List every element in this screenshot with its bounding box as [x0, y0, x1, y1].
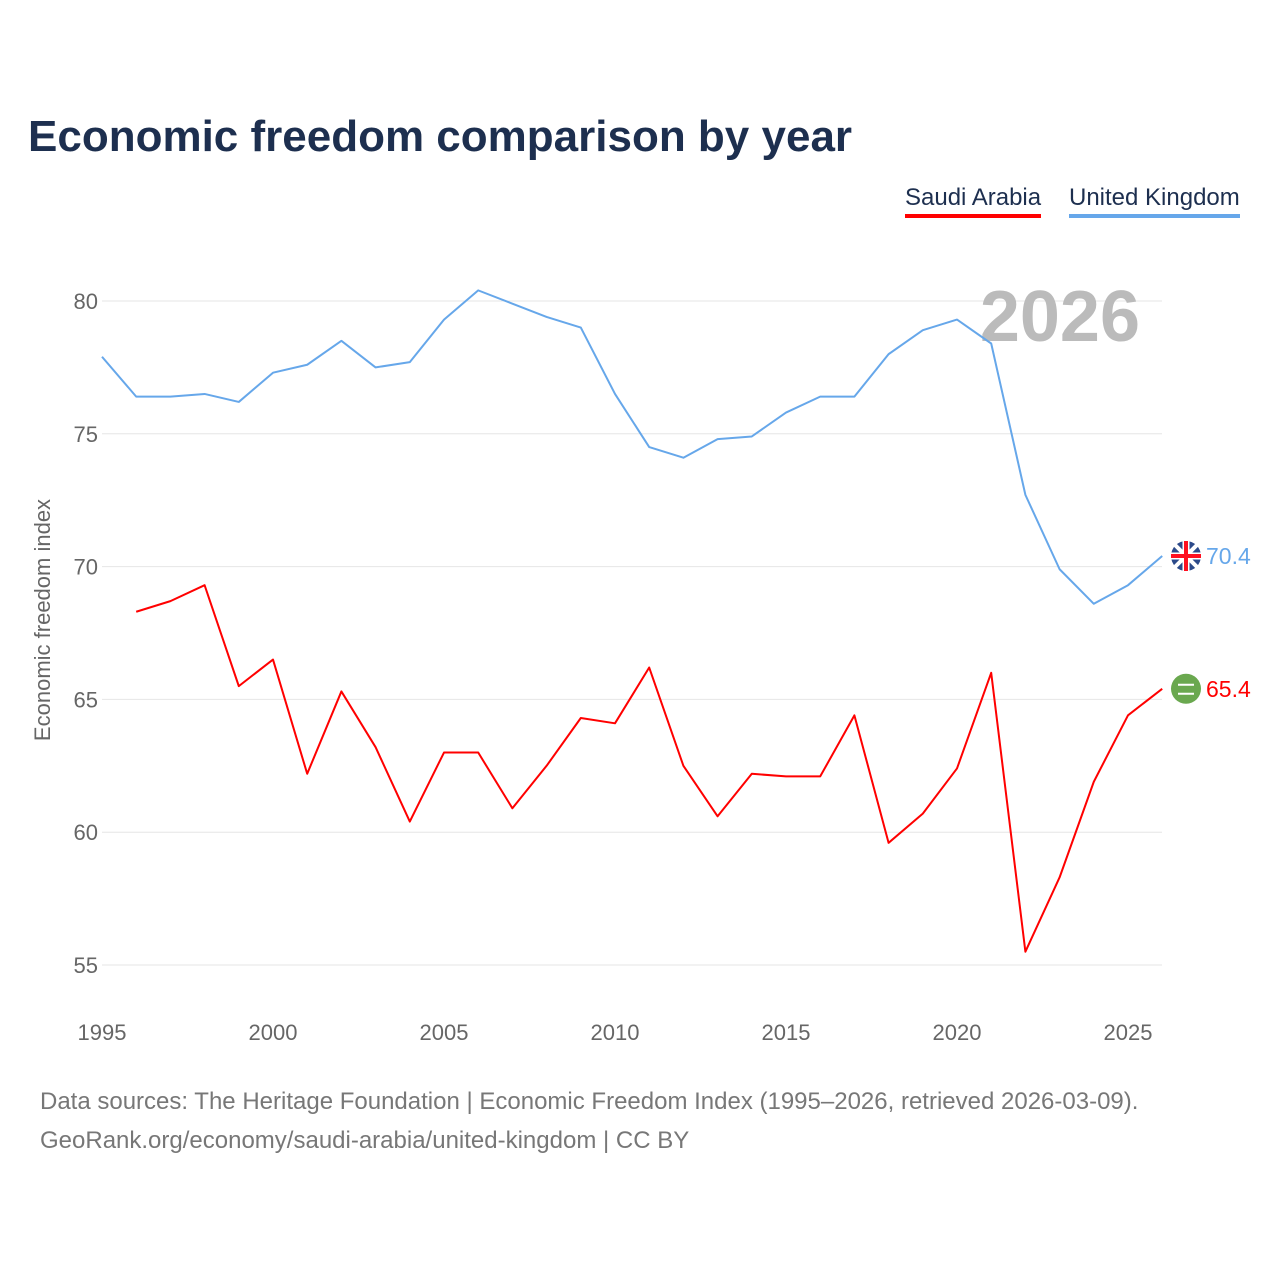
footer-attribution: GeoRank.org/economy/saudi-arabia/united-…: [40, 1127, 690, 1154]
footer-sources: Data sources: The Heritage Foundation | …: [40, 1088, 1139, 1115]
y-tick-label: 65: [74, 687, 98, 712]
legend-united-kingdom[interactable]: United Kingdom: [1069, 184, 1240, 218]
x-tick-label: 1995: [78, 1020, 127, 1045]
y-tick-label: 70: [74, 555, 98, 580]
x-tick-label: 2020: [933, 1020, 982, 1045]
x-tick-label: 2010: [591, 1020, 640, 1045]
uk-flag-cross-red: [1171, 540, 1201, 571]
end-value-label: 65.4: [1206, 676, 1251, 702]
y-axis-label: Economic freedom index: [30, 499, 55, 741]
saudi-arabia-flag-icon: [1171, 673, 1201, 704]
year-watermark: 2026: [980, 277, 1140, 357]
y-tick-label: 75: [74, 422, 98, 447]
x-tick-label: 2025: [1104, 1020, 1153, 1045]
end-value-label: 70.4: [1206, 543, 1251, 569]
saudi-flag-emblem: [1178, 683, 1194, 695]
chart-title: Economic freedom comparison by year: [28, 112, 853, 161]
x-tick-label: 2000: [249, 1020, 298, 1045]
series-line-united-kingdom: [101, 289, 1163, 605]
y-tick-label: 60: [74, 820, 98, 845]
y-tick-label: 55: [74, 953, 98, 978]
x-tick-label: 2015: [762, 1020, 811, 1045]
series-line-saudi-arabia: [135, 584, 1163, 953]
y-tick-label: 80: [74, 289, 98, 314]
x-tick-label: 2005: [420, 1020, 469, 1045]
legend-saudi-arabia[interactable]: Saudi Arabia: [905, 184, 1042, 218]
